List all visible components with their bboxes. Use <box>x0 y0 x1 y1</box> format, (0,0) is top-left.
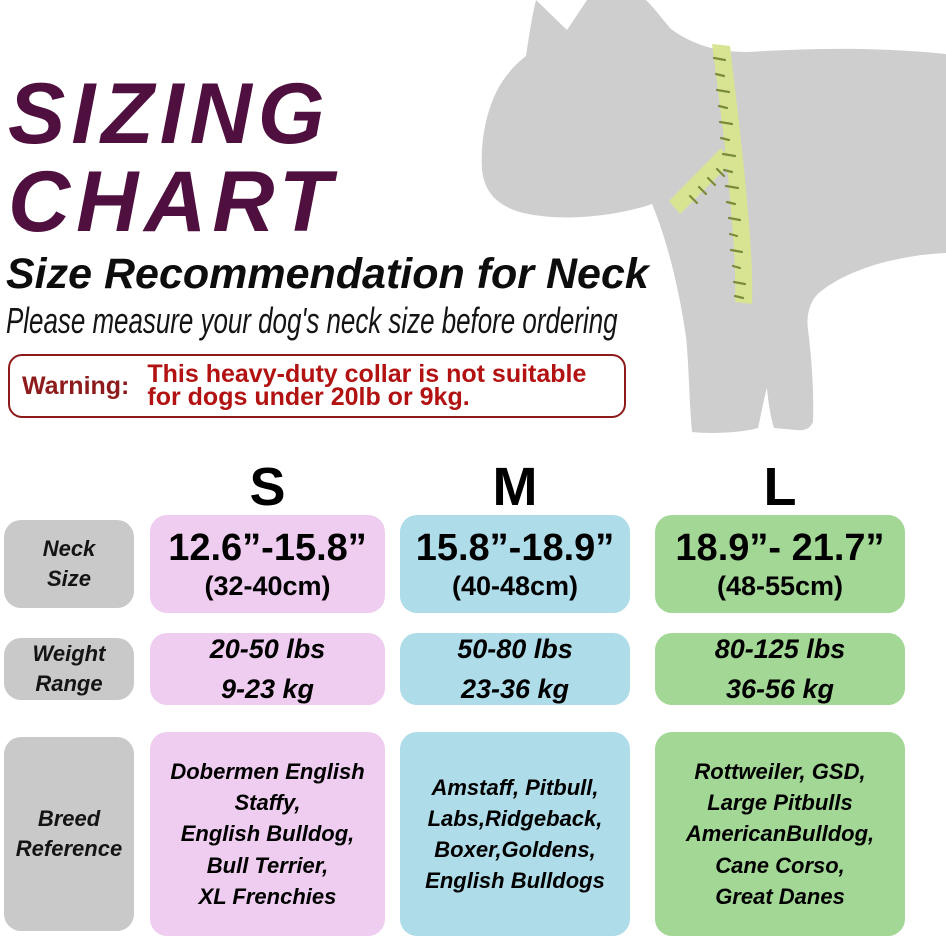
column-header-l: L <box>763 456 797 517</box>
weight-range-cell-m: 50-80 lbs 23-36 kg <box>400 633 630 705</box>
neck-size-cell-l: 18.9”- 21.7” (48-55cm) <box>655 515 905 613</box>
weight-range-s-text: 20-50 lbs 9-23 kg <box>209 633 326 705</box>
weight-range-cell-s: 20-50 lbs 9-23 kg <box>150 633 385 705</box>
breed-reference-s-text: Dobermen English Staffy, English Bulldog… <box>170 758 365 909</box>
weight-range-m-text: 50-80 lbs 23-36 kg <box>457 633 573 705</box>
column-header-s: S <box>249 456 286 517</box>
row-label-weight-range-text: Weight Range <box>32 641 106 696</box>
weight-range-l-text: 80-125 lbs 36-56 kg <box>714 633 846 705</box>
tape-tick-marks <box>688 56 747 300</box>
neck-size-m-cm: (40-48cm) <box>451 570 579 601</box>
row-label-neck-size-text: Neck Size <box>42 536 96 591</box>
row-label-breed-reference-text: Breed Reference <box>15 806 123 861</box>
page-title: SIZING CHART <box>8 66 338 250</box>
breed-reference-cell-m: Amstaff, Pitbull, Labs,Ridgeback, Boxer,… <box>400 732 630 936</box>
row-label-neck-size: Neck Size <box>4 520 134 608</box>
breed-reference-l-text: Rottweiler, GSD, Large Pitbulls American… <box>685 758 875 909</box>
dog-silhouette-illustration <box>481 0 946 433</box>
neck-size-m-inches: 15.8”-18.9” <box>415 526 615 569</box>
neck-size-s-cm: (32-40cm) <box>204 570 331 601</box>
neck-size-cell-m: 15.8”-18.9” (40-48cm) <box>400 515 630 613</box>
warning-label: Warning: <box>22 371 130 400</box>
size-table: S M L Neck Size 12.6”-15.8” (32-40cm) 15… <box>4 456 905 936</box>
row-label-breed-reference: Breed Reference <box>4 737 134 931</box>
measure-instruction-text: Please measure your dog's neck size befo… <box>6 300 618 341</box>
measuring-tape-icon <box>712 44 753 304</box>
neck-size-s-inches: 12.6”-15.8” <box>168 526 367 569</box>
neck-size-l-inches: 18.9”- 21.7” <box>675 526 885 569</box>
warning-message: This heavy-duty collar is not suitable f… <box>147 360 587 411</box>
breed-reference-m-text: Amstaff, Pitbull, Labs,Ridgeback, Boxer,… <box>425 774 605 894</box>
measuring-tape-end-icon <box>669 148 732 214</box>
column-header-m: M <box>492 456 538 517</box>
warning-box: Warning: This heavy-duty collar is not s… <box>8 354 626 418</box>
dog-silhouette <box>481 0 946 433</box>
page-subtitle: Size Recommendation for Neck <box>6 250 649 298</box>
breed-reference-cell-l: Rottweiler, GSD, Large Pitbulls American… <box>655 732 905 936</box>
neck-size-l-cm: (48-55cm) <box>716 570 844 601</box>
weight-range-cell-l: 80-125 lbs 36-56 kg <box>655 633 905 705</box>
row-label-weight-range: Weight Range <box>4 638 134 700</box>
neck-size-cell-s: 12.6”-15.8” (32-40cm) <box>150 515 385 613</box>
breed-reference-cell-s: Dobermen English Staffy, English Bulldog… <box>150 732 385 936</box>
